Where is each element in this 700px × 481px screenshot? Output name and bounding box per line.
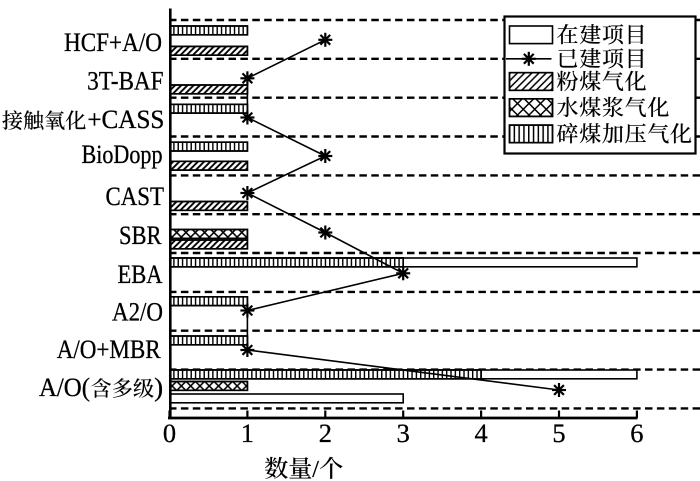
svg-text:A/O(: A/O( (39, 372, 90, 402)
svg-text:3T-BAF: 3T-BAF (87, 65, 164, 95)
svg-text:1: 1 (241, 418, 254, 448)
svg-text:2: 2 (319, 418, 332, 448)
svg-text:4: 4 (474, 418, 487, 448)
svg-text:CAST: CAST (106, 181, 165, 211)
svg-text:A2/O: A2/O (112, 296, 163, 326)
svg-text:+CASS: +CASS (87, 104, 164, 134)
svg-text:A/O+MBR: A/O+MBR (57, 334, 161, 364)
svg-text:EBA: EBA (118, 259, 163, 289)
svg-text:5: 5 (552, 418, 565, 448)
svg-text:/: / (312, 457, 319, 481)
svg-text:HCF+A/O: HCF+A/O (64, 27, 162, 57)
svg-text:SBR: SBR (119, 220, 162, 250)
svg-text:0: 0 (163, 418, 176, 448)
svg-text:3: 3 (397, 418, 410, 448)
svg-text:BioDopp: BioDopp (82, 139, 163, 169)
svg-text:): ) (154, 372, 163, 402)
svg-text:6: 6 (630, 418, 643, 448)
